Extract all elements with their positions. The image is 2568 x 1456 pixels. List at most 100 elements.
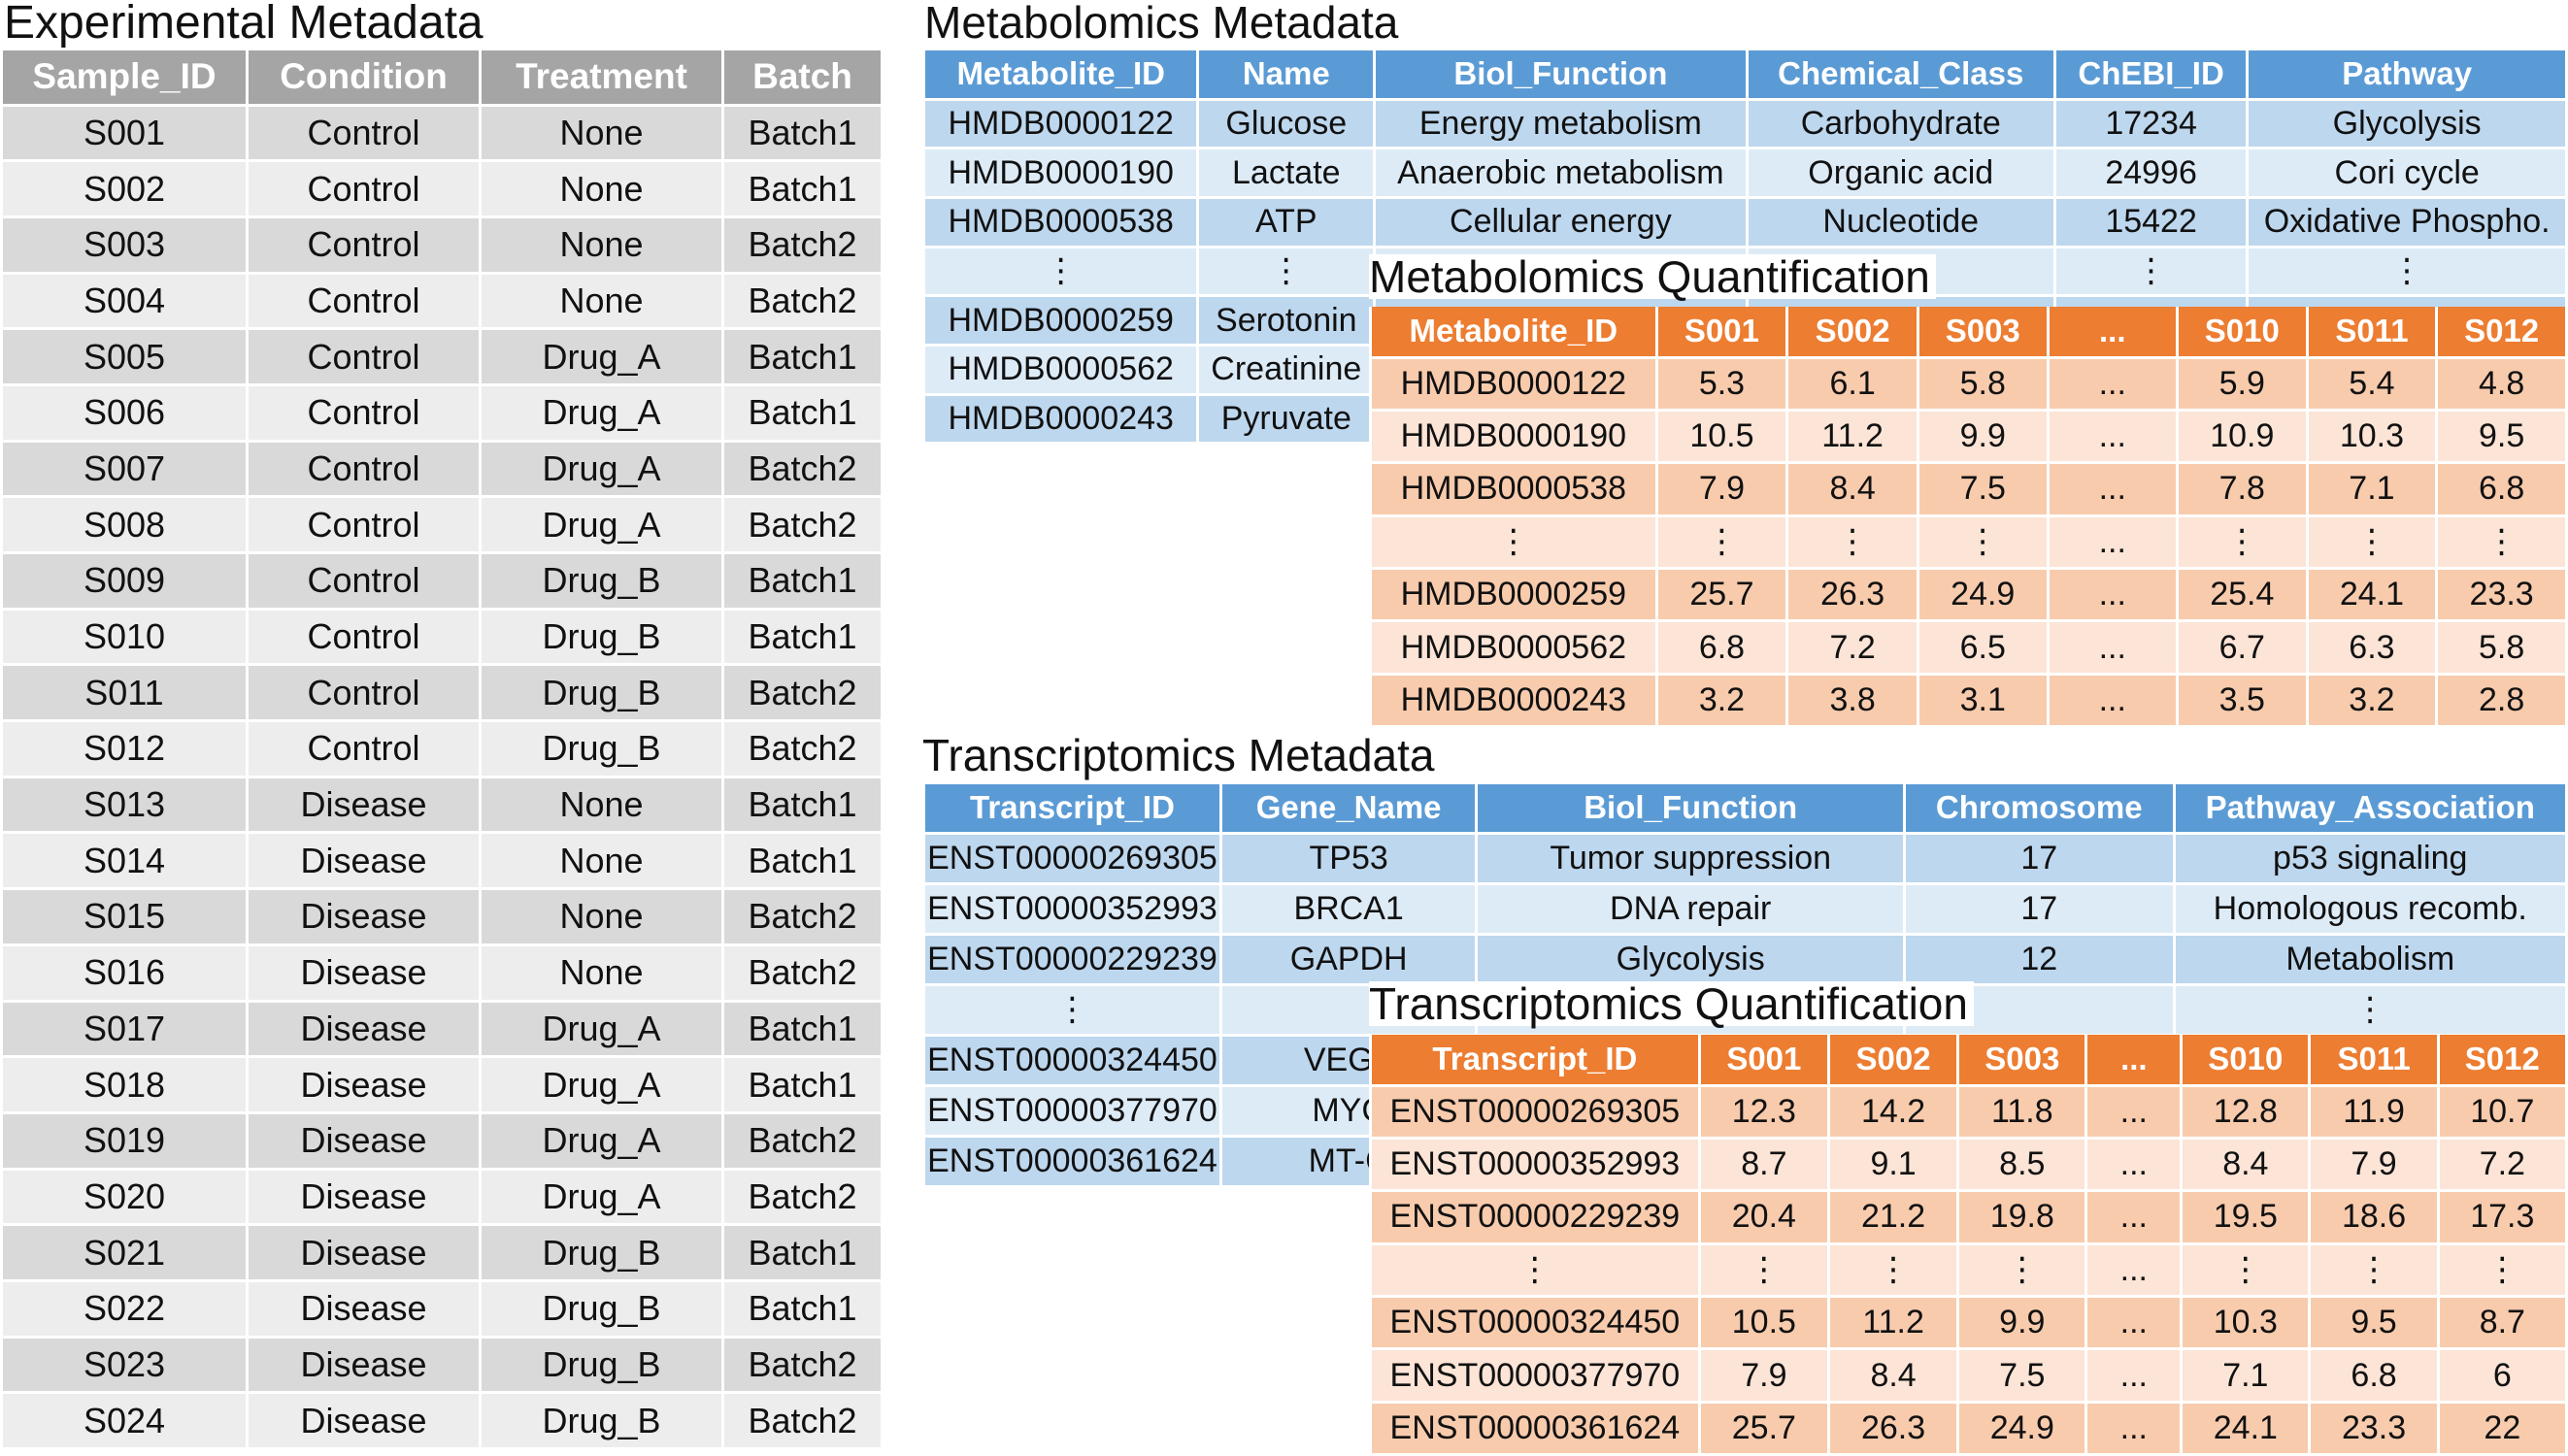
table-cell-batch: Batch1: [721, 382, 884, 443]
table-cell-batch: Batch2: [721, 271, 884, 331]
column-header-chemical-class: Chemical_Class: [1745, 50, 2056, 99]
table-cell-chemical-class: Nucleotide: [1745, 195, 2056, 248]
column-header-gene-name: Gene_Name: [1218, 784, 1479, 833]
table-cell-s002: 7.2: [1785, 619, 1919, 676]
table-cell-s012: 6: [2436, 1347, 2568, 1404]
table-cell-gene-name: TP53: [1218, 831, 1479, 885]
table-cell-metabolite-id: HMDB0000538: [921, 195, 1200, 248]
table-cell-condition: Disease: [246, 943, 482, 1003]
table-cell-batch: Batch1: [721, 999, 884, 1059]
column-header-transcript-id: Transcript_ID: [1369, 1035, 1701, 1085]
table-cell-gene-name: BRCA1: [1218, 881, 1479, 936]
table-cell-s011: 23.3: [2308, 1400, 2440, 1456]
table-cell-metabolite-id: ⋮: [1369, 513, 1658, 571]
column-header-transcript-id: Transcript_ID: [922, 784, 1222, 833]
table-row: S024 Disease Drug_B Batch2: [0, 1391, 884, 1450]
column-header-s010: S010: [2180, 1035, 2312, 1085]
table-cell-metabolite-id: HMDB0000259: [921, 294, 1200, 347]
table-cell-batch: Batch2: [721, 943, 884, 1003]
table-row: S012 Control Drug_B Batch2: [0, 719, 884, 778]
table-cell-biol-function: Cellular energy: [1373, 195, 1749, 248]
table-cell-condition: Control: [246, 215, 482, 275]
table-cell-condition: Disease: [246, 887, 482, 946]
table-cell-s012: 7.2: [2436, 1136, 2568, 1193]
column-header-s010: S010: [2175, 307, 2309, 357]
column-header-s011: S011: [2308, 1035, 2440, 1085]
table-cell-blank: ...: [2046, 619, 2179, 676]
metabolomics-quantification-title: Metabolomics Quantification: [1369, 254, 1936, 299]
table-cell-condition: Disease: [246, 999, 482, 1059]
table-cell-s010: 25.4: [2175, 567, 2309, 623]
table-row: S016 Disease None Batch2: [0, 943, 884, 1003]
table-cell-s001: 25.7: [1697, 1400, 1830, 1456]
table-cell-treatment: Drug_B: [479, 551, 724, 611]
column-header-pathway: Pathway: [2246, 50, 2568, 99]
table-cell-condition: Control: [246, 607, 482, 667]
table-cell-chromosome: 12: [1903, 932, 2176, 986]
table-cell-transcript-id: ENST00000229239: [922, 932, 1222, 986]
table-cell-metabolite-id: HMDB0000190: [921, 147, 1200, 199]
table-cell-sample-id: S024: [0, 1391, 249, 1450]
table-cell-sample-id: S022: [0, 1278, 249, 1339]
table-cell-sample-id: S010: [0, 607, 249, 667]
table-cell-treatment: None: [479, 215, 724, 275]
table-cell-metabolite-id: HMDB0000190: [1369, 408, 1658, 465]
table-cell-sample-id: S021: [0, 1223, 249, 1282]
column-header-s012: S012: [2436, 1035, 2568, 1085]
table-cell-s012: 5.8: [2435, 619, 2568, 676]
table-cell-blank: ...: [2084, 1241, 2184, 1299]
table-row: S020 Disease Drug_A Batch2: [0, 1167, 884, 1227]
column-header-name: Name: [1196, 50, 1377, 99]
table-cell-s001: 5.3: [1654, 355, 1789, 412]
table-cell-batch: Batch1: [721, 1223, 884, 1282]
table-row: ENST00000269305 TP53 Tumor suppression 17 p5…: [922, 831, 2568, 885]
column-header-metabolite-id: Metabolite_ID: [921, 50, 1200, 99]
transcriptomics-quantification-title: Transcriptomics Quantification: [1369, 981, 1974, 1026]
table-cell-condition: Control: [246, 495, 482, 554]
table-row: ENST00000377970 7.9 8.4 7.5... 7.1 6.8 6: [1369, 1347, 2568, 1404]
transcriptomics-quantification-table: Transcript_ID S001 S002 S003... S010 S011 S012…: [1369, 1035, 2568, 1456]
table-cell-condition: Disease: [246, 1391, 482, 1450]
table-cell-condition: Control: [246, 382, 482, 443]
table-cell-s003: 19.8: [1956, 1189, 2088, 1245]
table-cell-s011: ⋮: [2305, 513, 2439, 571]
table-cell-blank: ...: [2084, 1136, 2184, 1193]
table-row: S009 Control Drug_B Batch1: [0, 551, 884, 611]
table-cell-s001: 3.2: [1654, 672, 1789, 729]
table-cell-s011: 18.6: [2308, 1189, 2440, 1245]
table-row: HMDB0000538 7.9 8.4 7.5... 7.8 7.1 6.8: [1369, 461, 2568, 517]
table-cell-batch: Batch1: [721, 1055, 884, 1114]
table-row: S006 Control Drug_A Batch1: [0, 382, 884, 443]
table-cell-s011: 9.5: [2308, 1295, 2440, 1351]
table-cell-transcript-id: ENST00000229239: [1369, 1189, 1701, 1245]
table-cell-metabolite-id: HMDB0000122: [1369, 355, 1658, 412]
table-cell-treatment: None: [479, 887, 724, 946]
table-row: S001 Control None Batch1: [0, 103, 884, 163]
table-cell-s002: ⋮: [1785, 513, 1919, 571]
table-cell-sample-id: S017: [0, 999, 249, 1059]
table-cell-batch: Batch2: [721, 1110, 884, 1171]
table-cell-blank: ...: [2046, 672, 2179, 729]
table-cell-s011: ⋮: [2308, 1241, 2440, 1299]
table-cell-chemical-class: Organic acid: [1745, 147, 2056, 199]
table-cell-s010: 24.1: [2180, 1400, 2312, 1456]
table-cell-condition: Control: [246, 103, 482, 163]
table-cell-s001: 7.9: [1697, 1347, 1830, 1404]
table-cell-s002: 6.1: [1785, 355, 1919, 412]
table-cell-treatment: Drug_A: [479, 1167, 724, 1227]
table-cell-s001: 10.5: [1697, 1295, 1830, 1351]
table-cell-condition: Disease: [246, 1167, 482, 1227]
table-cell-s001: 6.8: [1654, 619, 1789, 676]
table-cell-s003: 9.9: [1916, 408, 2050, 465]
table-cell-treatment: Drug_B: [479, 1223, 724, 1282]
column-header-treatment: Treatment: [479, 50, 724, 105]
table-cell-treatment: None: [479, 831, 724, 891]
table-row: S007 Control Drug_A Batch2: [0, 439, 884, 499]
table-cell-treatment: Drug_A: [479, 1110, 724, 1171]
table-row: S008 Control Drug_A Batch2: [0, 495, 884, 554]
table-cell-treatment: Drug_A: [479, 999, 724, 1059]
table-cell-name: ATP: [1196, 195, 1377, 248]
table-cell-s012: 8.7: [2436, 1295, 2568, 1351]
table-cell-batch: Batch1: [721, 103, 884, 163]
table-cell-metabolite-id: HMDB0000562: [1369, 619, 1658, 676]
